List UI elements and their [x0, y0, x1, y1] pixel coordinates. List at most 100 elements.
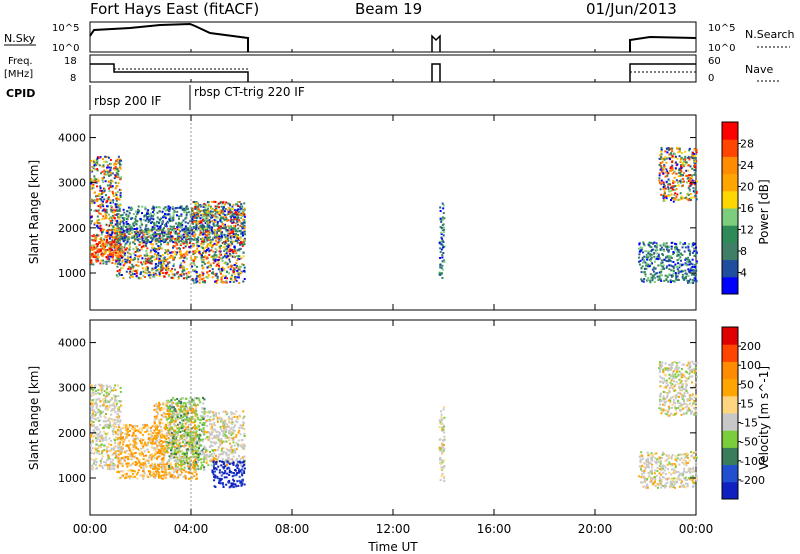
power-echo-cell [224, 203, 226, 206]
velocity-echo-cell [193, 475, 196, 478]
power-echo-cell [208, 212, 211, 214]
velocity-echo-cell [155, 417, 158, 420]
power-echo-cell [115, 159, 118, 162]
power-echo-cell [133, 221, 136, 224]
power-echo-cell [191, 218, 194, 221]
power-echo-cell [194, 279, 197, 282]
velocity-echo-cell [167, 429, 170, 432]
power-echo-cell [672, 253, 675, 256]
power-echo-cell [693, 173, 696, 176]
power-echo-cell [201, 267, 204, 270]
power-echo-cell [96, 185, 99, 188]
velocity-echo-cell [195, 427, 198, 430]
power-echo-cell [197, 207, 200, 210]
power-echo-cell [112, 252, 114, 255]
power-echo-cell [148, 214, 151, 217]
velocity-echo-cell [142, 458, 145, 460]
power-echo-cell [685, 273, 688, 276]
power-echo-cell [165, 225, 168, 228]
power-echo-cell [98, 218, 100, 221]
velocity-echo-cell [184, 477, 187, 480]
power-echo-cell [206, 262, 209, 264]
power-echo-cell [690, 177, 693, 180]
power-echo-cell [681, 246, 684, 249]
velocity-echo-cell [111, 398, 113, 401]
power-echo-cell [121, 237, 124, 240]
velocity-echo-cell [138, 428, 141, 430]
power-echo-cell [123, 218, 126, 221]
power-echo-cell [147, 267, 149, 270]
power-echo-cell [235, 235, 238, 238]
power-echo-cell [196, 244, 199, 247]
velocity-echo-cell [147, 462, 150, 465]
power-echo-cell [239, 216, 242, 219]
power-echo-cell [689, 182, 692, 185]
power-echo-cell [685, 197, 688, 200]
power-echo-cell [134, 238, 137, 241]
power-echo-cell [90, 255, 93, 258]
power-echo-cell [691, 245, 693, 248]
power-echo-cell [682, 197, 684, 200]
power-echo-cell [659, 188, 662, 191]
power-echo-cell [132, 213, 135, 215]
power-echo-cell [149, 262, 152, 265]
power-echo-cell [441, 260, 444, 263]
power-echo-cell [117, 235, 120, 238]
velocity-echo-cell [118, 449, 121, 452]
velocity-echo-cell [105, 384, 108, 387]
power-echo-cell [135, 235, 137, 238]
power-echo-cell [99, 187, 102, 189]
power-echo-cell [154, 267, 157, 269]
power-echo-cell [164, 212, 166, 215]
velocity-echo-cell [181, 455, 183, 458]
power-echo-cell [658, 257, 661, 260]
power-echo-cell [125, 236, 128, 239]
power-echo-cell [153, 247, 156, 250]
power-echo-cell [96, 168, 99, 171]
power-echo-cell [650, 250, 653, 253]
power-echo-cell [440, 233, 443, 235]
power-echo-cell [660, 156, 663, 158]
power-echo-cell [177, 221, 180, 224]
power-echo-cell [180, 262, 183, 265]
power-echo-cell [137, 264, 140, 267]
power-echo-cell [204, 214, 207, 217]
power-echo-cell [93, 164, 96, 167]
velocity-echo-cell [111, 408, 114, 411]
power-echo-cell [217, 241, 220, 244]
power-echo-cell [672, 188, 675, 191]
velocity-echo-cell [132, 433, 135, 436]
velocity-echo-cell [178, 464, 181, 466]
power-echo-cell [105, 244, 108, 247]
velocity-echo-cell [153, 425, 156, 428]
power-echo-cell [690, 183, 693, 185]
power-echo-cell [673, 181, 676, 183]
power-echo-cell [664, 150, 667, 153]
power-echo-cell [95, 242, 98, 245]
velocity-echo-cell [150, 456, 153, 459]
power-echo-cell [679, 265, 681, 268]
power-echo-cell [114, 262, 117, 265]
power-echo-cell [133, 234, 136, 237]
velocity-echo-cell [92, 412, 94, 415]
power-echo-cell [233, 273, 236, 275]
velocity-echo-cell [170, 473, 173, 476]
power-echo-cell [195, 277, 198, 280]
power-echo-cell [198, 251, 201, 254]
velocity-echo-cell [129, 477, 131, 480]
power-echo-cell [176, 224, 179, 227]
velocity-echo-cell [114, 436, 117, 439]
power-echo-cell [226, 209, 229, 212]
power-echo-cell [659, 244, 662, 247]
power-echo-cell [119, 167, 122, 170]
velocity-echo-cell [144, 423, 147, 426]
velocity-echo-cell [96, 425, 99, 428]
power-echo-cell [142, 270, 145, 273]
velocity-echo-cell [168, 471, 171, 474]
velocity-echo-cell [161, 422, 164, 425]
power-echo-cell [111, 240, 114, 243]
power-echo-cell [229, 280, 232, 283]
velocity-echo-cell [184, 470, 187, 473]
velocity-echo-cell [144, 425, 147, 428]
power-echo-cell [213, 200, 216, 203]
